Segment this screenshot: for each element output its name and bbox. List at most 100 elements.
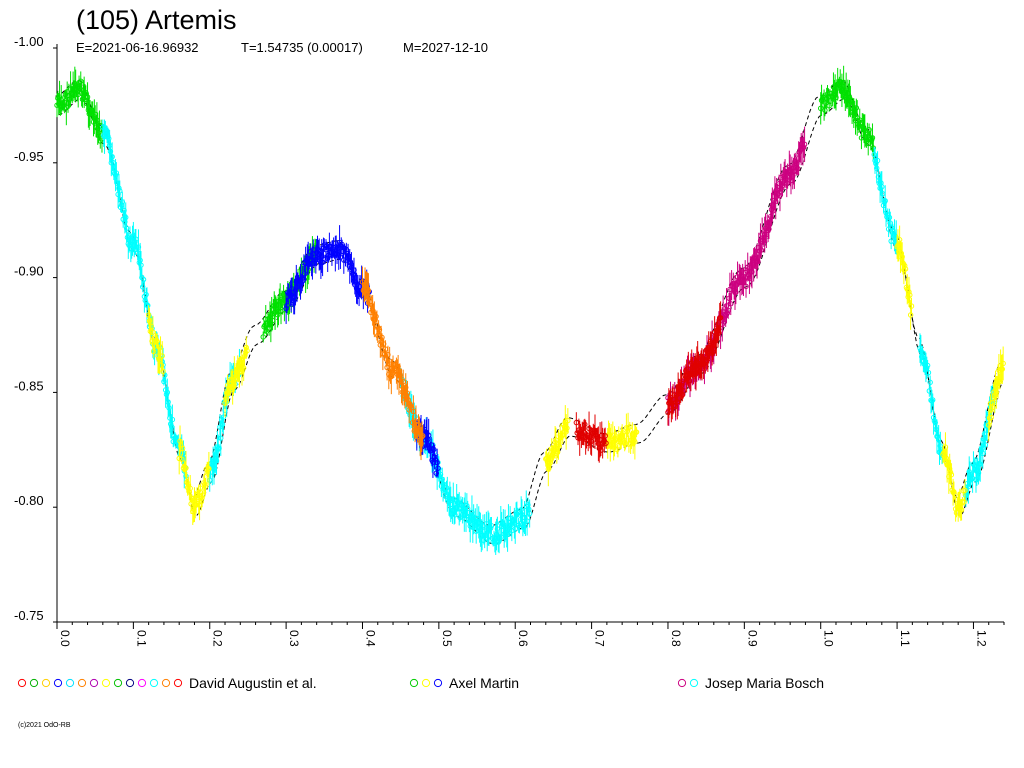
data-point [159,353,165,359]
data-point [779,183,786,189]
data-point [879,184,885,190]
data-point [75,91,81,98]
legend-symbol [113,678,123,688]
data-point [790,173,796,179]
data-point [773,198,779,204]
data-point [419,434,425,440]
data-point [134,244,140,250]
data-point [853,105,860,111]
legend-label: Josep Maria Bosch [705,675,824,691]
data-point [283,305,289,312]
data-point [195,491,201,497]
data-point [465,505,471,512]
data-point [123,214,129,221]
data-point [969,475,976,482]
data-point [268,322,274,328]
series-2 [145,225,1006,525]
legend: David Augustin et al. Axel Martin Josep Ma… [17,675,824,691]
data-point [958,507,965,513]
data-point [680,388,686,394]
data-point [794,160,800,167]
data-point [376,327,383,333]
data-point [351,267,357,273]
legend-symbol [149,678,159,688]
data-point [951,489,957,495]
data-point [948,472,955,478]
data-point [199,495,205,501]
data-point [870,145,877,151]
data-point [887,220,893,226]
data-point [716,330,722,336]
data-point [240,364,246,370]
data-point [168,421,174,427]
data-point [758,247,765,253]
series-6 [359,266,426,461]
legend-label: Axel Martin [449,675,519,691]
data-point [119,199,126,205]
subtitle-period: T=1.54735 (0.00017) [241,40,363,55]
data-point [925,369,932,376]
data-point [552,439,558,446]
data-point [160,368,166,375]
data-point [749,269,755,275]
legend-symbol [65,678,75,688]
data-point [145,302,151,309]
data-point [121,207,127,214]
x-tick-label: 1.0 [822,630,836,647]
data-point [216,445,222,451]
data-point [966,468,972,475]
data-point [366,294,372,300]
data-point [418,440,424,447]
data-point [962,487,968,494]
legend-symbol [89,678,99,688]
data-point [314,246,321,252]
data-point [766,226,772,232]
data-point [151,348,157,355]
data-point [165,399,171,405]
data-point [452,512,458,518]
model-curves [55,79,1003,545]
data-point [942,444,949,450]
data-point [107,148,114,155]
data-point [395,363,401,370]
data-point [157,344,164,350]
data-point [930,397,936,403]
legend-symbol [409,678,419,688]
data-point [982,442,989,448]
data-point [434,459,440,466]
data-point [632,439,638,445]
data-point [278,308,284,315]
data-point [999,366,1006,372]
data-point [213,458,220,464]
data-point [494,526,501,532]
data-point [822,107,828,113]
axes [53,44,1005,629]
data-point [260,334,266,340]
legend-symbol [433,678,443,688]
series-5 [573,301,724,463]
data-point [140,284,146,290]
data-point [556,443,563,449]
data-point [145,312,152,318]
data-point [908,303,915,309]
data-point [705,356,711,362]
legend-symbol [17,678,27,688]
legend-symbol [677,678,687,688]
x-tick-label: 0.5 [440,630,454,647]
legend-symbol [29,678,39,688]
data-point [431,446,437,453]
data-point [902,266,909,272]
data-point [924,362,931,369]
data-point [975,470,982,476]
series-0 [54,65,877,343]
data-point [795,165,801,172]
data-point [723,303,730,309]
data-point [415,421,422,428]
data-point [755,258,761,265]
data-point [598,447,604,453]
data-point [927,379,933,386]
data-point [902,263,908,269]
data-point [487,525,494,531]
data-point [164,389,171,396]
data-point [148,323,154,330]
